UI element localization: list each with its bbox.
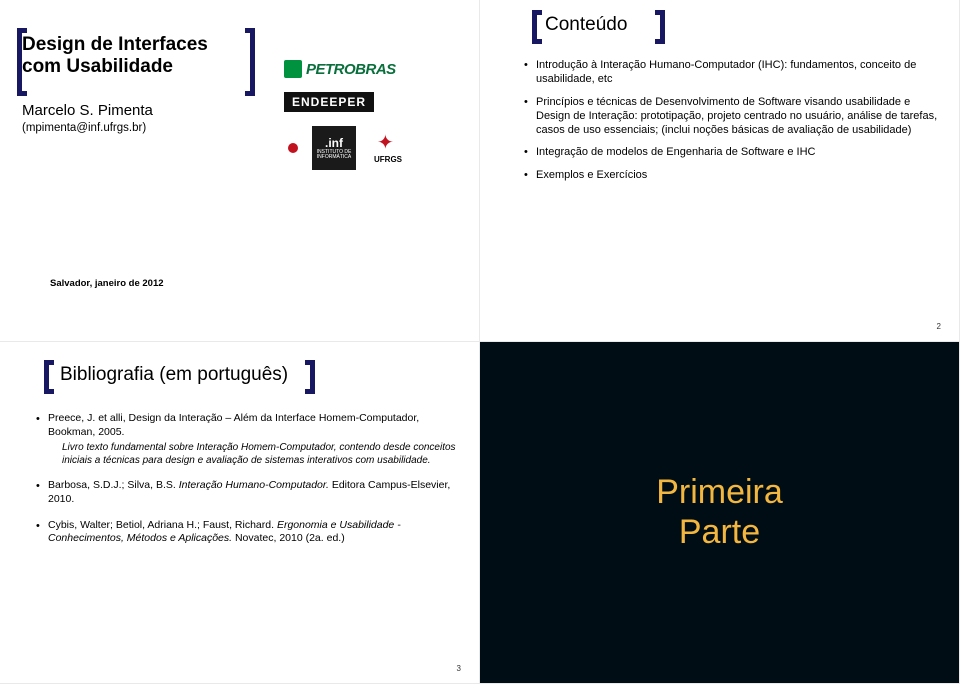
inf-subtext: INSTITUTO DE INFORMÁTICA — [312, 150, 356, 160]
bib-main: Preece, J. et alli, Design da Interação … — [48, 412, 419, 438]
ufrgs-crest-icon: ✦ — [377, 133, 399, 155]
petrobras-text: PETROBRAS — [306, 61, 396, 78]
logo-last-row: .inf INSTITUTO DE INFORMÁTICA ✦ UFRGS — [284, 126, 454, 170]
author-email: (mpimenta@inf.ufrgs.br) — [22, 122, 252, 134]
presentation-title: Design de Interfaces com Usabilidade — [22, 34, 252, 78]
slide-title: Conteúdo — [545, 14, 627, 36]
slide-title: Bibliografia (em português) — [60, 364, 288, 386]
slide-3: Bibliografia (em português) Preece, J. e… — [0, 342, 480, 684]
bib-item: Barbosa, S.D.J.; Silva, B.S. Interação H… — [36, 479, 459, 506]
logo-ufrgs: ✦ UFRGS — [370, 126, 406, 170]
page-number: 3 — [457, 664, 461, 673]
bracket-right — [250, 28, 255, 96]
endeeper-text: ENDEEPER — [284, 92, 374, 112]
bibliography-list: Preece, J. et alli, Design da Interação … — [36, 412, 459, 558]
bullet-item: Princípios e técnicas de Desenvolvimento… — [524, 95, 939, 138]
bracket-left — [532, 10, 537, 44]
bracket-right — [660, 10, 665, 44]
slide-1: Design de Interfaces com Usabilidade Mar… — [0, 0, 480, 342]
bullet-item: Integração de modelos de Engenharia de S… — [524, 145, 939, 159]
slide-grid: Design de Interfaces com Usabilidade Mar… — [0, 0, 960, 684]
dot-icon — [288, 143, 298, 153]
bib-italic: Interação Humano-Computador. — [179, 479, 329, 491]
section-title: Primeira Parte — [480, 472, 959, 554]
inf-text: .inf — [325, 136, 343, 150]
bib-item: Cybis, Walter; Betiol, Adriana H.; Faust… — [36, 519, 459, 546]
bib-post: Novatec, 2010 (2a. ed.) — [232, 532, 345, 544]
title-block: Design de Interfaces com Usabilidade Mar… — [22, 34, 252, 134]
author-name: Marcelo S. Pimenta — [22, 102, 252, 119]
bracket-right — [310, 360, 315, 394]
slide-2: Conteúdo Introdução à Interação Humano-C… — [480, 0, 960, 342]
line-1: Primeira — [480, 472, 959, 513]
logo-inf: .inf INSTITUTO DE INFORMÁTICA — [312, 126, 356, 170]
bullet-item: Exemplos e Exercícios — [524, 168, 939, 182]
petrobras-icon — [284, 60, 302, 78]
slide-footer: Salvador, janeiro de 2012 — [50, 278, 164, 289]
logo-petrobras: PETROBRAS — [284, 60, 454, 78]
line-2: Parte — [480, 513, 959, 554]
page-number: 2 — [937, 322, 941, 331]
slide-4: Primeira Parte — [480, 342, 960, 684]
bib-item: Preece, J. et alli, Design da Interação … — [36, 412, 459, 467]
ufrgs-text: UFRGS — [374, 155, 402, 164]
bracket-left — [44, 360, 49, 394]
bib-sub: Livro texto fundamental sobre Interação … — [48, 441, 459, 467]
bullet-list: Introdução à Interação Humano-Computador… — [524, 58, 939, 190]
bib-pre: Cybis, Walter; Betiol, Adriana H.; Faust… — [48, 519, 277, 531]
bib-pre: Barbosa, S.D.J.; Silva, B.S. — [48, 479, 179, 491]
bullet-item: Introdução à Interação Humano-Computador… — [524, 58, 939, 87]
logo-area: PETROBRAS ENDEEPER .inf INSTITUTO DE INF… — [284, 60, 454, 170]
logo-endeeper: ENDEEPER — [284, 92, 454, 112]
